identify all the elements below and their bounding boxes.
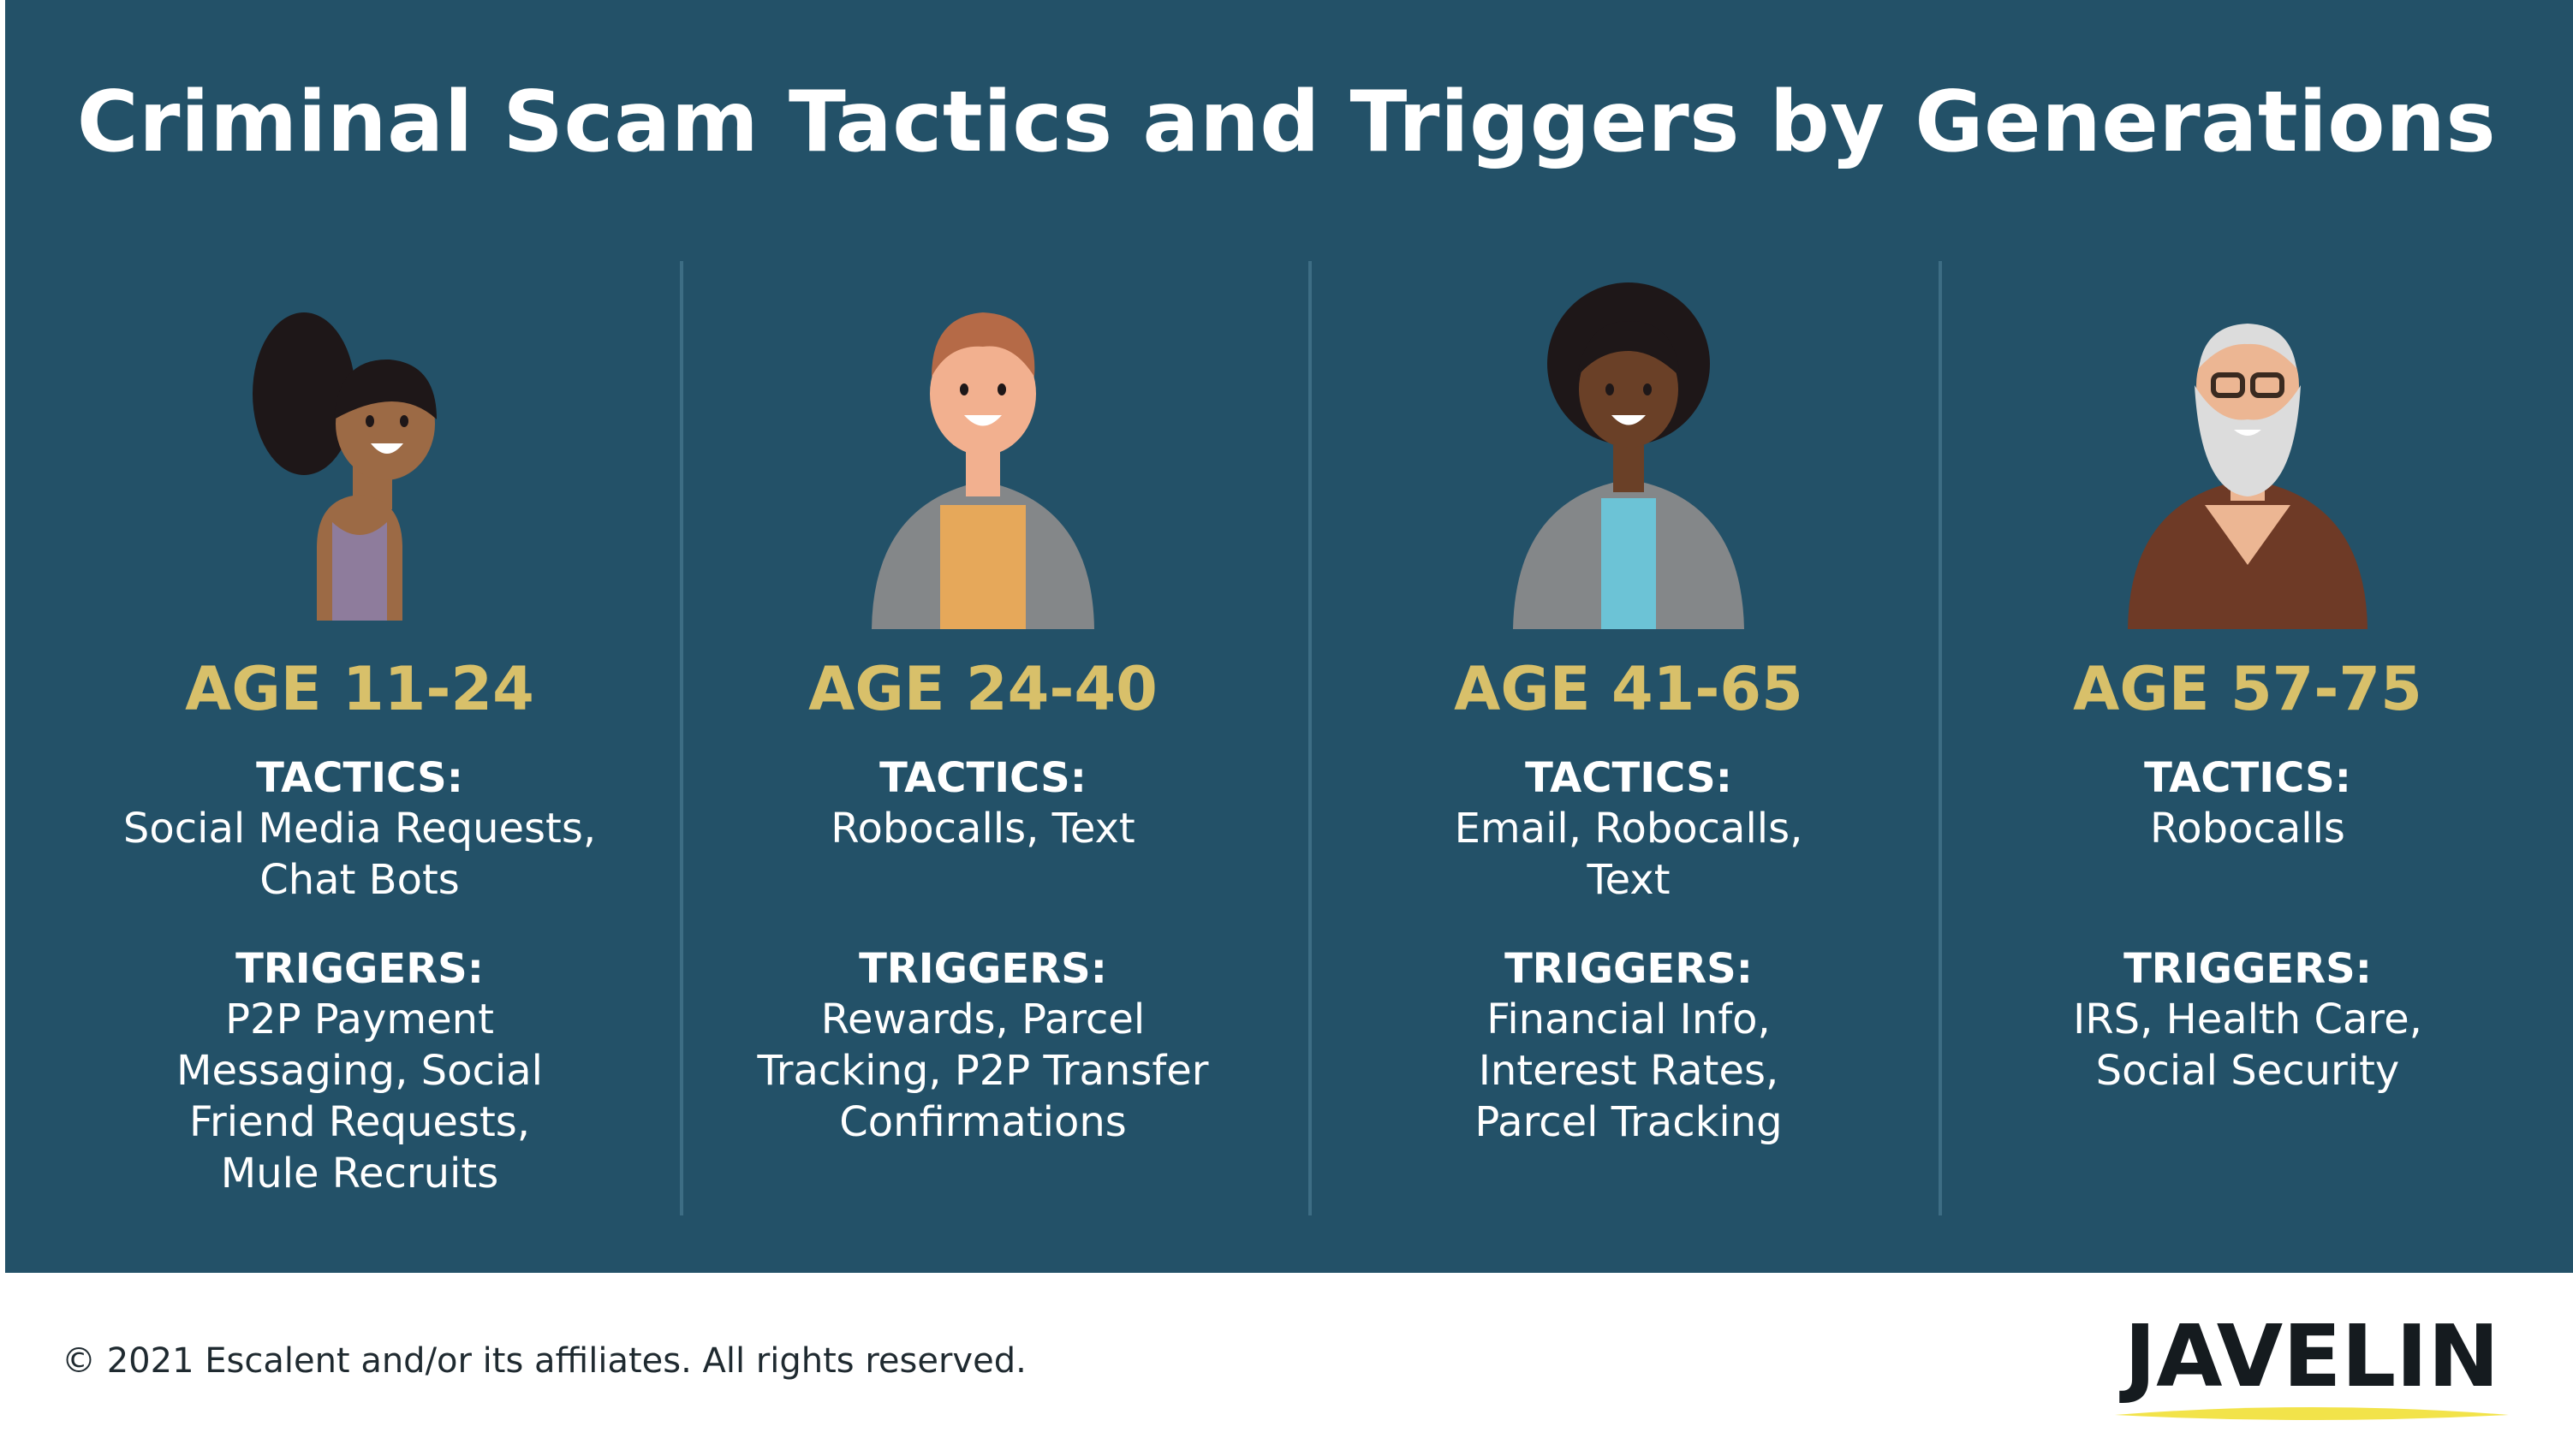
infographic-panel (5, 0, 2573, 1273)
tactics-line: Chat Bots (259, 856, 460, 904)
tactics-line: Text (1587, 856, 1671, 904)
triggers-line: Rewards, Parcel (820, 995, 1146, 1043)
triggers-line: Mule Recruits (220, 1150, 499, 1197)
triggers-heading: TRIGGERS: (235, 945, 484, 993)
woman-avatar (1513, 282, 1744, 629)
tactics-text: Email, Robocalls, Text (1329, 803, 1928, 906)
triggers-heading: TRIGGERS: (1504, 945, 1753, 993)
tactics-heading: TACTICS: (879, 754, 1087, 802)
tactics-text: Social Media Requests, Chat Bots (60, 803, 659, 906)
page-title: Criminal Scam Tactics and Triggers by Ge… (76, 74, 2497, 171)
triggers-text: P2P Payment Messaging, Social Friend Req… (60, 994, 659, 1199)
triggers-line: P2P Payment (225, 995, 494, 1043)
tactics-text: Robocalls (1948, 803, 2547, 854)
column-divider (1939, 261, 1942, 1215)
tactics-text: Robocalls, Text (683, 803, 1283, 854)
triggers-line: Social Security (2095, 1047, 2400, 1095)
age-label: AGE 24-40 (808, 654, 1158, 724)
triggers-text: Financial Info, Interest Rates, Parcel T… (1329, 994, 1928, 1148)
triggers-line: Confirmations (839, 1098, 1127, 1146)
young-man-avatar (872, 312, 1094, 629)
javelin-logo: JAVELIN (2106, 1314, 2517, 1421)
column-divider (680, 261, 683, 1215)
triggers-line: IRS, Health Care, (2073, 995, 2422, 1043)
triggers-line: Friend Requests, (188, 1098, 531, 1146)
triggers-text: IRS, Health Care, Social Security (1948, 994, 2547, 1096)
tactics-line: Robocalls (2150, 805, 2345, 853)
triggers-heading: TRIGGERS: (2123, 945, 2372, 993)
logo-swoosh-icon (2115, 1407, 2509, 1420)
tactics-heading: TACTICS: (1525, 754, 1732, 802)
triggers-text: Rewards, Parcel Tracking, P2P Transfer C… (683, 994, 1283, 1148)
triggers-line: Parcel Tracking (1474, 1098, 1783, 1146)
tactics-line: Email, Robocalls, (1454, 805, 1803, 853)
age-label: AGE 57-75 (2073, 654, 2422, 724)
tactics-heading: TACTICS: (2144, 754, 2351, 802)
triggers-line: Tracking, P2P Transfer (757, 1047, 1209, 1095)
young-girl-avatar (253, 312, 437, 621)
triggers-line: Interest Rates, (1478, 1047, 1779, 1095)
age-label: AGE 41-65 (1454, 654, 1803, 724)
older-man-avatar (2128, 324, 2368, 629)
age-label: AGE 11-24 (185, 654, 534, 724)
triggers-line: Financial Info, (1486, 995, 1771, 1043)
tactics-line: Robocalls, Text (831, 805, 1135, 853)
triggers-line: Messaging, Social (176, 1047, 543, 1095)
triggers-heading: TRIGGERS: (859, 945, 1107, 993)
tactics-heading: TACTICS: (256, 754, 463, 802)
logo-wordmark: JAVELIN (2123, 1306, 2500, 1406)
copyright-notice: © 2021 Escalent and/or its affiliates. A… (62, 1341, 1027, 1381)
column-divider (1308, 261, 1312, 1215)
tactics-line: Social Media Requests, (122, 805, 597, 853)
